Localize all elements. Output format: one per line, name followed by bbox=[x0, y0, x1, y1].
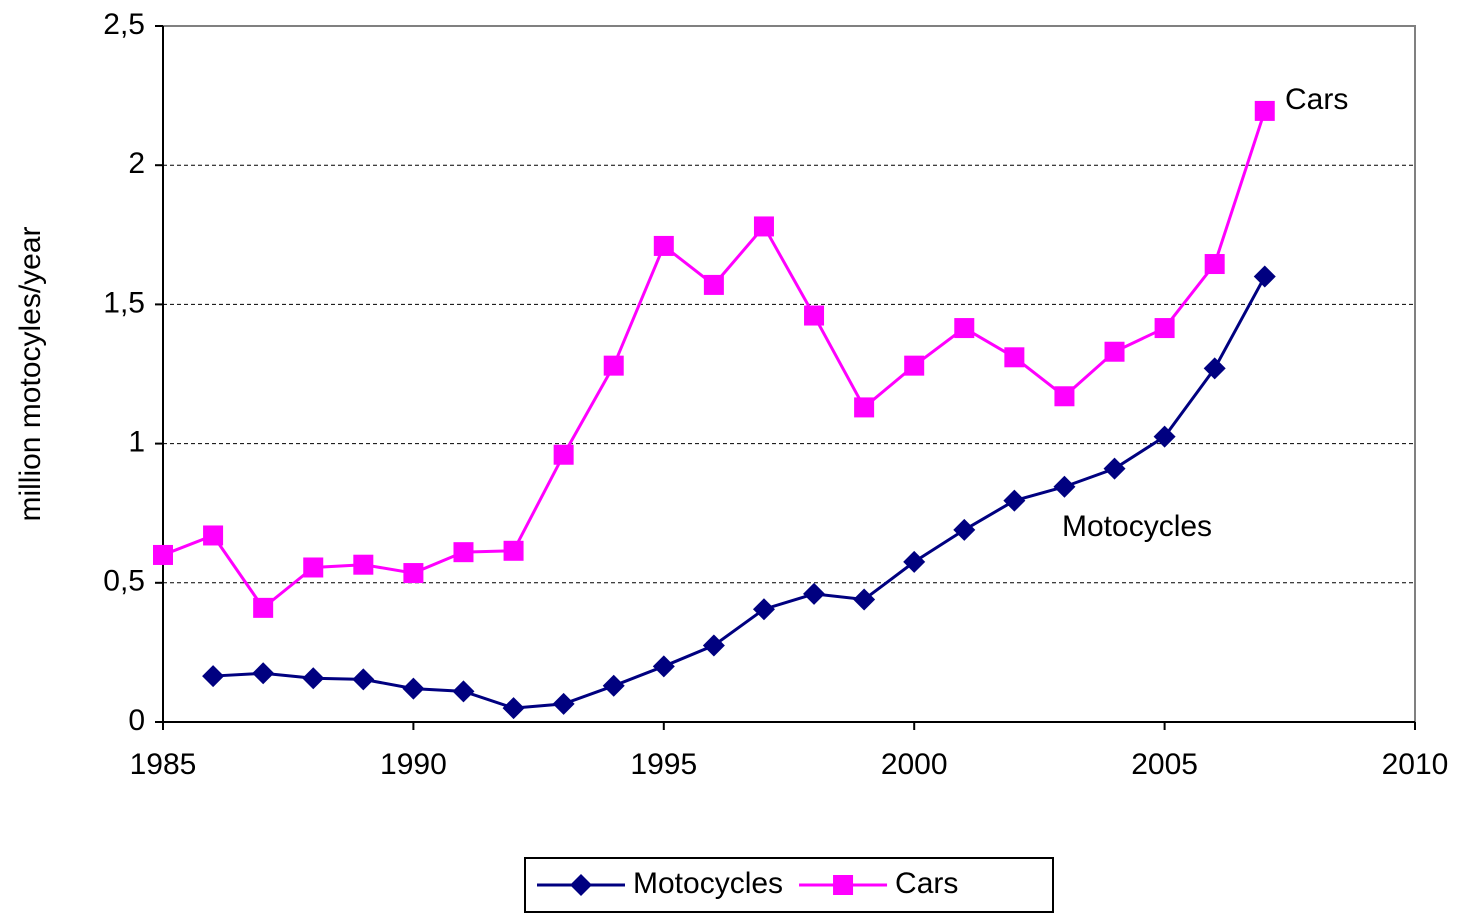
y-tick-label: 2 bbox=[128, 147, 145, 180]
data-point bbox=[702, 634, 725, 657]
data-point bbox=[503, 540, 524, 561]
data-point bbox=[253, 597, 274, 618]
data-point bbox=[202, 665, 225, 688]
data-point bbox=[403, 563, 424, 584]
data-point bbox=[402, 677, 425, 700]
data-point bbox=[1253, 265, 1276, 288]
legend-marker bbox=[833, 875, 854, 895]
data-point bbox=[1104, 341, 1125, 362]
data-point bbox=[352, 668, 375, 691]
data-point bbox=[603, 355, 624, 376]
data-point bbox=[1153, 425, 1176, 448]
data-point bbox=[1254, 100, 1275, 121]
data-point bbox=[452, 680, 475, 703]
data-point bbox=[904, 355, 925, 376]
data-point bbox=[1053, 475, 1076, 498]
data-point bbox=[1004, 347, 1025, 368]
data-point bbox=[953, 518, 976, 541]
data-point bbox=[302, 667, 325, 690]
data-point bbox=[303, 557, 324, 578]
y-tick-label: 2,5 bbox=[103, 8, 145, 41]
data-point bbox=[653, 235, 674, 256]
data-point bbox=[1203, 357, 1226, 380]
data-point bbox=[453, 542, 474, 563]
data-point bbox=[1003, 489, 1026, 512]
data-point bbox=[553, 444, 574, 465]
data-point bbox=[804, 305, 825, 326]
data-point bbox=[854, 397, 875, 418]
data-point bbox=[903, 550, 926, 573]
annotation: Cars bbox=[1285, 83, 1348, 116]
plot-frame bbox=[162, 25, 1416, 723]
y-axis-label: million motocyles/year bbox=[14, 226, 47, 521]
data-point bbox=[353, 554, 374, 575]
annotation: Motocycles bbox=[1062, 510, 1212, 543]
x-tick-label: 2005 bbox=[1131, 748, 1198, 781]
data-point bbox=[853, 588, 876, 611]
data-point bbox=[502, 697, 525, 720]
y-tick-label: 1 bbox=[128, 426, 145, 459]
data-point bbox=[153, 544, 173, 565]
data-point bbox=[602, 674, 625, 697]
y-tick-label: 1,5 bbox=[103, 286, 145, 319]
data-point bbox=[703, 274, 724, 295]
x-tick-label: 2010 bbox=[1382, 748, 1449, 781]
y-tick-label: 0,5 bbox=[103, 565, 145, 598]
y-tick-label: 0 bbox=[128, 704, 145, 737]
data-point bbox=[1204, 254, 1225, 275]
x-tick-label: 1985 bbox=[130, 748, 197, 781]
data-point bbox=[652, 655, 675, 678]
data-point bbox=[203, 525, 224, 546]
x-tick-label: 2000 bbox=[881, 748, 948, 781]
series-line bbox=[212, 275, 1267, 710]
data-point bbox=[1154, 318, 1175, 339]
legend-label: Cars bbox=[895, 867, 958, 900]
data-point bbox=[552, 692, 575, 715]
data-point bbox=[252, 662, 275, 685]
legend-marker bbox=[570, 874, 592, 896]
data-point bbox=[1103, 457, 1126, 480]
x-tick-label: 1995 bbox=[630, 748, 697, 781]
x-tick-label: 1990 bbox=[380, 748, 447, 781]
data-point bbox=[753, 216, 774, 237]
data-point bbox=[1054, 386, 1075, 407]
data-point bbox=[954, 318, 975, 339]
legend-label: Motocycles bbox=[633, 867, 783, 900]
data-point bbox=[752, 598, 775, 621]
data-point bbox=[803, 582, 826, 605]
